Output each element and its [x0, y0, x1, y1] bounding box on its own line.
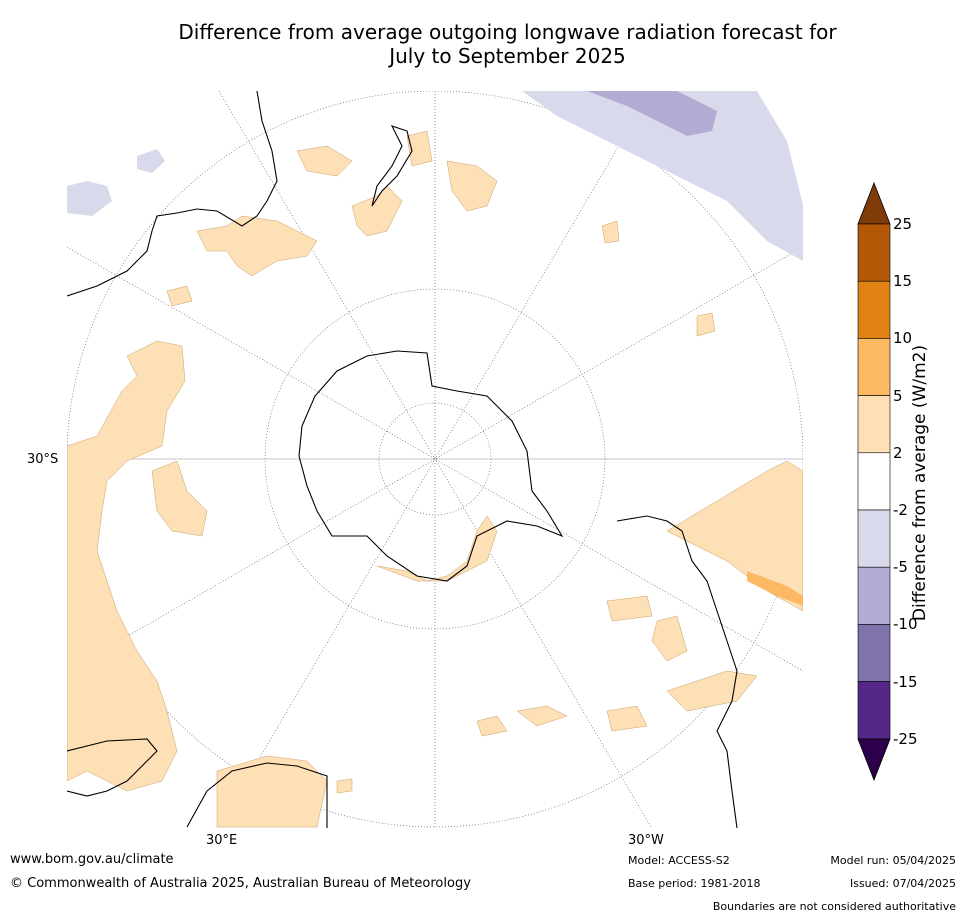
lon-label-30w: 30°W [628, 833, 664, 848]
south-america-coast [616, 515, 738, 828]
colorbar-segment [857, 509, 891, 568]
colorbar-segment [857, 566, 891, 625]
lat-label-30s: 30°S [27, 452, 59, 467]
colorbar-segment [857, 452, 891, 511]
copyright-text: © Commonwealth of Australia 2025, Austra… [10, 876, 471, 891]
colorbar-tick-label: -2 [893, 501, 908, 519]
new-zealand-coast [371, 125, 413, 207]
colorbar-title-text: Difference from average (W/m2) [910, 344, 930, 622]
positive-anomalies [67, 130, 803, 828]
colorbar-over-arrow [857, 181, 891, 225]
colorbar-tick-label: 15 [893, 272, 913, 291]
colorbar-under-arrow [857, 738, 891, 782]
model-name: Model: ACCESS-S2 [628, 854, 730, 867]
africa-coast [67, 738, 328, 828]
positive-anomaly-strong [747, 571, 803, 606]
colorbar-tick-label: 2 [893, 443, 903, 462]
issued-date: Issued: 07/04/2025 [849, 877, 956, 890]
negative-anomaly-light [522, 91, 803, 261]
website-link[interactable]: www.bom.gov.au/climate [10, 852, 174, 867]
negative-anomaly-west [67, 149, 165, 216]
colorbar-tick-label: 25 [893, 215, 913, 233]
colorbar-tick-label: 5 [893, 386, 903, 405]
colorbar-segment [857, 338, 891, 396]
colorbar-segment [857, 223, 891, 282]
disclaimer: Boundaries are not considered authoritat… [712, 900, 956, 913]
coastlines [67, 91, 738, 828]
map-title: Difference from average outgoing longwav… [60, 20, 955, 68]
map-svg [67, 91, 803, 828]
colorbar-tick-label: -5 [893, 558, 908, 577]
colorbar [857, 181, 891, 782]
title-line-2: July to September 2025 [389, 44, 626, 68]
title-line-1: Difference from average outgoing longwav… [178, 20, 837, 44]
colorbar-segment [857, 624, 891, 682]
base-period: Base period: 1981-2018 [628, 877, 761, 890]
colorbar-tick-label: 10 [893, 329, 913, 348]
polar-map [67, 91, 803, 828]
colorbar-tick-label: -15 [893, 672, 918, 691]
colorbar-segment [857, 395, 891, 454]
antarctica-coast [298, 350, 564, 582]
colorbar-segment [857, 681, 891, 740]
australia-coast [67, 91, 278, 297]
colorbar-tick-label: -25 [893, 729, 918, 748]
model-run-date: Model run: 05/04/2025 [830, 854, 956, 867]
lon-label-30e: 30°E [206, 833, 238, 848]
colorbar-segment [857, 280, 891, 339]
colorbar-segments [857, 223, 891, 740]
colorbar-tick-label: -10 [893, 615, 918, 634]
negative-anomaly-medium [587, 91, 717, 136]
